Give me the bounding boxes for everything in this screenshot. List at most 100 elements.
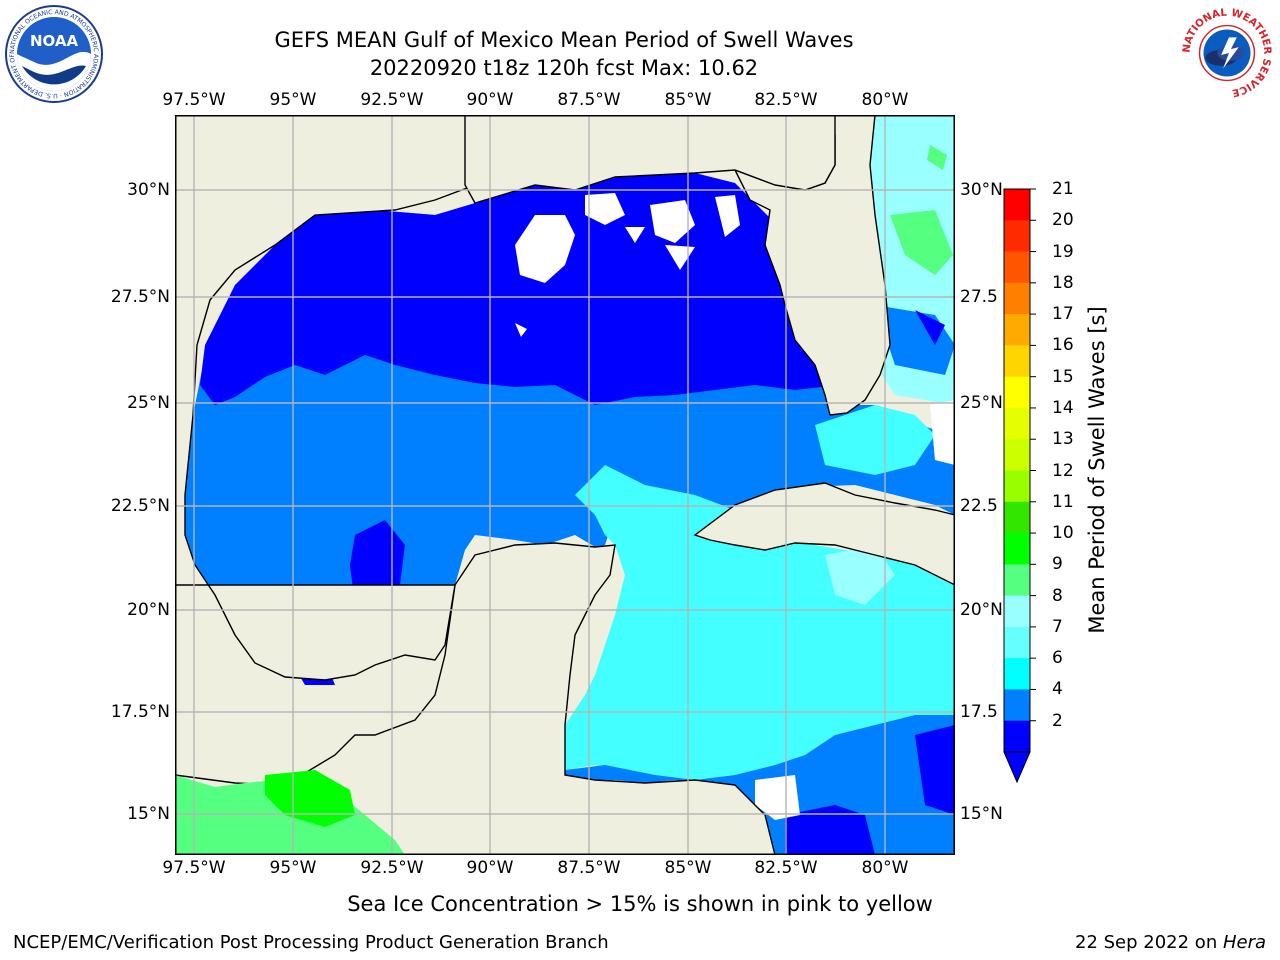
colorbar-segment: [1004, 314, 1030, 346]
colorbar-segment: [1004, 626, 1030, 659]
colorbar: [1003, 188, 1036, 784]
colorbar-segment: [1004, 501, 1030, 534]
lat-tick-left: 27.5°N: [110, 287, 170, 307]
colorbar-tick-label: 20: [1052, 210, 1074, 231]
lon-tick-bottom: 82.5°W: [754, 858, 818, 878]
colorbar-tick-label: 18: [1052, 272, 1074, 293]
colorbar-segment: [1004, 345, 1030, 378]
colorbar-tick-label: 19: [1052, 241, 1074, 262]
colorbar-segments: [1004, 189, 1030, 753]
colorbar-tick-label: 2: [1052, 710, 1063, 731]
lon-tick-bottom: 92.5°W: [360, 858, 424, 878]
lat-tick-left: 17.5°N: [110, 702, 170, 722]
colorbar-tick-label: 14: [1052, 397, 1074, 418]
lat-tick-left: 25°N: [127, 393, 170, 413]
lon-tick-top: 92.5°W: [360, 90, 424, 110]
colorbar-segment: [1004, 564, 1030, 597]
lat-tick-right: 20°N: [960, 600, 1003, 620]
lat-tick-right: 17.5: [960, 702, 998, 722]
lon-tick-top: 80°W: [861, 90, 909, 110]
map-subtitle: 20220920 t18z 120h fcst Max: 10.62: [369, 56, 759, 80]
map-frame: [175, 115, 955, 855]
colorbar-tick-label: 17: [1052, 304, 1074, 325]
lon-tick-bottom: 87.5°W: [557, 858, 621, 878]
colorbar-segment: [1004, 689, 1030, 722]
colorbar-segment: [1004, 251, 1030, 284]
no-data-area: [650, 200, 695, 243]
lon-tick-bottom: 95°W: [269, 858, 317, 878]
sea-ice-note: Sea Ice Concentration > 15% is shown in …: [347, 892, 933, 916]
white-patch: [930, 400, 955, 465]
caribbean-swell-region: [565, 465, 955, 780]
footer-credit: NCEP/EMC/Verification Post Processing Pr…: [13, 932, 609, 953]
land-cuba: [693, 482, 955, 586]
green-patch: [927, 145, 947, 170]
colorbar-tick-label: 6: [1052, 648, 1063, 669]
dark-blue-patch: [915, 725, 955, 815]
lon-tick-top: 97.5°W: [162, 90, 226, 110]
colorbar-tick-label: 7: [1052, 616, 1063, 637]
lon-tick-top: 82.5°W: [754, 90, 818, 110]
colorbar-tick-label: 9: [1052, 554, 1063, 575]
lat-tick-right: 25°N: [960, 393, 1003, 413]
colorbar-segment: [1004, 407, 1030, 440]
colorbar-tickmarks: [1030, 188, 1036, 722]
lat-tick-right: 27.5: [960, 287, 998, 307]
colorbar-tick-label: 12: [1052, 460, 1074, 481]
lon-tick-top: 90°W: [466, 90, 514, 110]
dark-blue-patch: [915, 310, 945, 345]
colorbar-segment: [1004, 376, 1030, 409]
colorbar-tick-label: 15: [1052, 366, 1074, 387]
florida-straits-swell: [815, 405, 935, 475]
land-mexico-texas: [175, 115, 476, 681]
colorbar-tick-label: 16: [1052, 335, 1074, 356]
colorbar-segment: [1004, 439, 1030, 471]
land-gulf-coast: [464, 115, 836, 204]
colorbar-tick-label: 10: [1052, 523, 1074, 544]
lat-tick-left: 22.5°N: [110, 496, 170, 516]
dark-blue-patch: [785, 805, 875, 855]
colorbar-segment: [1004, 720, 1030, 753]
lon-tick-top: 87.5°W: [557, 90, 621, 110]
noaa-logo-text: NOAA: [30, 32, 79, 50]
colorbar-tick-label: 21: [1052, 179, 1074, 199]
colorbar-segment: [1004, 658, 1030, 690]
colorbar-label: Mean Period of Swell Waves [s]: [1085, 306, 1109, 634]
colorbar-segment: [1004, 282, 1030, 315]
footer-machine: Hera: [1222, 932, 1266, 953]
no-data-area: [515, 323, 527, 337]
gulf-map[interactable]: [175, 115, 955, 855]
colorbar-tick-label: 4: [1052, 679, 1063, 700]
green-patch: [890, 210, 953, 275]
colorbar-tick-label: 13: [1052, 429, 1074, 450]
colorbar-tick-label: 8: [1052, 585, 1063, 606]
footer-date: 22 Sep 2022 on Hera: [1075, 932, 1266, 954]
lon-tick-bottom: 90°W: [466, 858, 514, 878]
lat-tick-left: 30°N: [127, 180, 170, 200]
lon-tick-top: 85°W: [664, 90, 712, 110]
colorbar-segment: [1004, 533, 1030, 565]
colorbar-segment: [1004, 470, 1030, 503]
no-data-area: [715, 195, 740, 237]
map-title: GEFS MEAN Gulf of Mexico Mean Period of …: [274, 28, 854, 52]
no-data-area: [755, 775, 800, 820]
pacific-green-patch: [265, 770, 355, 827]
colorbar-segment: [1004, 595, 1030, 628]
no-data-area: [515, 215, 575, 283]
lat-tick-right: 22.5: [960, 496, 998, 516]
footer-date-text: 22 Sep 2022 on: [1075, 932, 1223, 953]
colorbar-segment: [1004, 189, 1030, 221]
lon-tick-bottom: 80°W: [861, 858, 909, 878]
lat-tick-left: 20°N: [127, 600, 170, 620]
colorbar-extend-arrow: [1003, 751, 1031, 784]
lon-tick-bottom: 85°W: [664, 858, 712, 878]
lat-tick-right: 30°N: [960, 180, 1003, 200]
pale-cyan-patch: [825, 545, 895, 605]
graticule: [175, 115, 955, 855]
nws-logo: NATIONAL WEATHER SERVICE: [1179, 5, 1275, 101]
lon-tick-bottom: 97.5°W: [162, 858, 226, 878]
colorbar-tick-label: 11: [1052, 491, 1074, 512]
lat-tick-left: 15°N: [127, 804, 170, 824]
lat-tick-right: 15°N: [960, 804, 1003, 824]
lon-tick-top: 95°W: [269, 90, 317, 110]
